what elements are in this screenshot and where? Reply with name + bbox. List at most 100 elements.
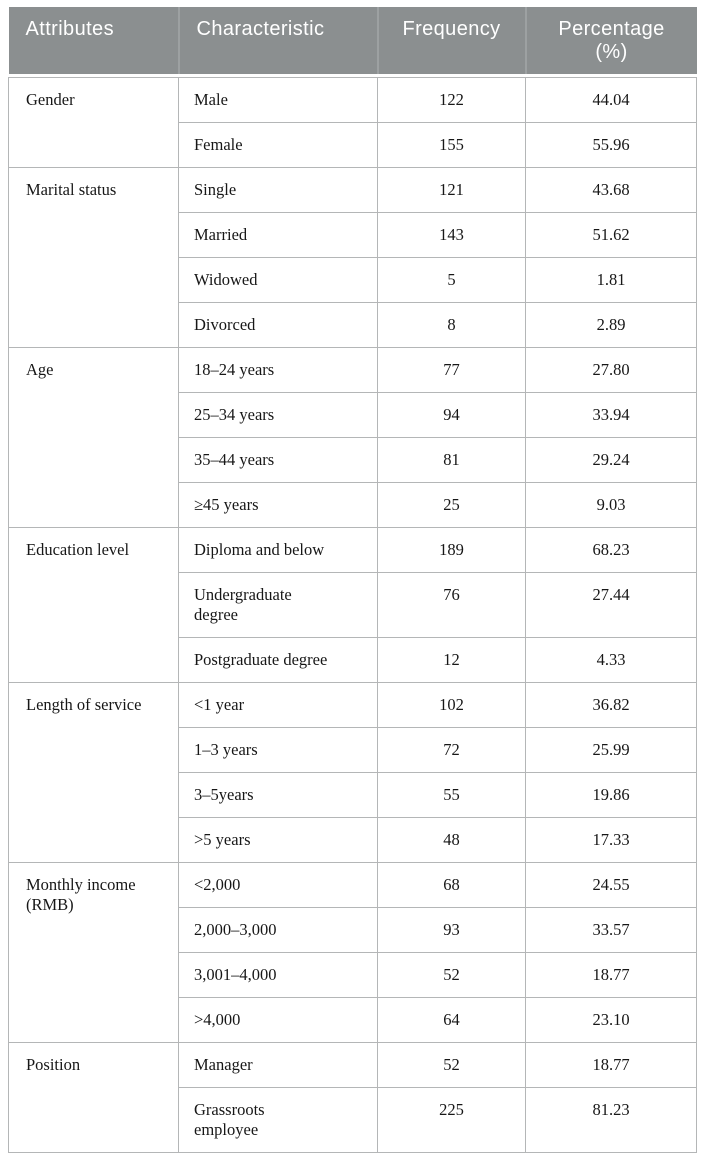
column-header-frequency: Frequency — [376, 7, 526, 74]
table-row: >4,000 64 23.10 — [9, 997, 697, 1043]
characteristic-cell: Manager — [178, 1042, 378, 1088]
frequency-cell: 68 — [377, 862, 526, 908]
percentage-cell: 4.33 — [525, 637, 697, 683]
frequency-cell: 77 — [377, 347, 526, 393]
table-row: Undergraduate degree 76 27.44 — [9, 572, 697, 638]
table-row: 2,000–3,000 93 33.57 — [9, 907, 697, 953]
characteristic-cell: Diploma and below — [178, 527, 378, 573]
frequency-cell: 93 — [377, 907, 526, 953]
percentage-cell: 51.62 — [525, 212, 697, 258]
table-row: Length of service <1 year 102 36.82 — [8, 682, 697, 863]
characteristic-cell: 3,001–4,000 — [178, 952, 378, 998]
frequency-cell: 121 — [377, 167, 526, 213]
frequency-cell: 8 — [377, 302, 526, 348]
table-row: Marital status Single 121 43.68 — [8, 167, 697, 348]
attribute-cell: Position — [8, 1042, 179, 1153]
header-gap-row — [8, 74, 697, 78]
attribute-cell: Length of service — [8, 682, 179, 863]
table-row: Female 155 55.96 — [9, 122, 697, 168]
table-body: Gender Male 122 44.04 Female 155 55.96 Marital … — [8, 77, 697, 1153]
characteristic-cell: 1–3 years — [178, 727, 378, 773]
frequency-cell: 52 — [377, 952, 526, 998]
table-row: >5 years 48 17.33 — [9, 817, 697, 863]
percentage-cell: 81.23 — [525, 1087, 697, 1153]
frequency-cell: 12 — [377, 637, 526, 683]
header-gap-cell — [8, 74, 697, 78]
percentage-cell: 18.77 — [525, 952, 697, 998]
attribute-cell: Monthly income (RMB) — [8, 862, 179, 1043]
table-row: 1–3 years 72 25.99 — [9, 727, 697, 773]
frequency-cell: 55 — [377, 772, 526, 818]
table-row: 35–44 years 81 29.24 — [9, 437, 697, 483]
percentage-cell: 2.89 — [525, 302, 697, 348]
percentage-cell: 27.80 — [525, 347, 697, 393]
characteristic-cell: >4,000 — [178, 997, 378, 1043]
percentage-cell: 68.23 — [525, 527, 697, 573]
table-row: Gender Male 122 44.04 — [8, 77, 697, 168]
column-header-characteristic: Characteristic — [177, 7, 378, 74]
frequency-cell: 52 — [377, 1042, 526, 1088]
table-row: Education level Diploma and below 189 68.23 — [8, 527, 697, 683]
attribute-cell: Gender — [8, 77, 179, 168]
frequency-cell: 48 — [377, 817, 526, 863]
characteristic-cell: <2,000 — [178, 862, 378, 908]
frequency-cell: 5 — [377, 257, 526, 303]
table-row: Widowed 5 1.81 — [9, 257, 697, 303]
characteristic-cell: <1 year — [178, 682, 378, 728]
column-header-attributes: Attributes — [8, 7, 179, 74]
percentage-cell: 36.82 — [525, 682, 697, 728]
percentage-cell: 43.68 — [525, 167, 697, 213]
characteristic-cell: ≥45 years — [178, 482, 378, 528]
percentage-cell: 19.86 — [525, 772, 697, 818]
table-header: Attributes Characteristic Frequency Perc… — [8, 7, 697, 74]
frequency-cell: 225 — [377, 1087, 526, 1153]
table-row: Postgraduate degree 12 4.33 — [9, 637, 697, 683]
table-row: Divorced 8 2.89 — [9, 302, 697, 348]
attribute-cell: Education level — [8, 527, 179, 683]
table-row: 25–34 years 94 33.94 — [9, 392, 697, 438]
frequency-cell: 122 — [377, 77, 526, 123]
frequency-cell: 25 — [377, 482, 526, 528]
frequency-cell: 81 — [377, 437, 526, 483]
percentage-cell: 24.55 — [525, 862, 697, 908]
percentage-cell: 55.96 — [525, 122, 697, 168]
percentage-cell: 9.03 — [525, 482, 697, 528]
percentage-cell: 27.44 — [525, 572, 697, 638]
table-row: Position Manager 52 18.77 — [8, 1042, 697, 1153]
column-header-percentage: Percentage (%) — [524, 7, 697, 74]
frequency-cell: 94 — [377, 392, 526, 438]
characteristic-cell: 25–34 years — [178, 392, 378, 438]
percentage-cell: 1.81 — [525, 257, 697, 303]
frequency-cell: 76 — [377, 572, 526, 638]
percentage-cell: 44.04 — [525, 77, 697, 123]
percentage-cell: 23.10 — [525, 997, 697, 1043]
percentage-cell: 29.24 — [525, 437, 697, 483]
characteristic-cell: Female — [178, 122, 378, 168]
characteristic-cell: Undergraduate degree — [178, 572, 378, 638]
characteristic-cell: Divorced — [178, 302, 378, 348]
percentage-cell: 18.77 — [525, 1042, 697, 1088]
table-row: 3,001–4,000 52 18.77 — [9, 952, 697, 998]
characteristic-cell: 3–5years — [178, 772, 378, 818]
characteristic-cell: Postgraduate degree — [178, 637, 378, 683]
frequency-cell: 102 — [377, 682, 526, 728]
frequency-cell: 143 — [377, 212, 526, 258]
table-row: Grassroots employee 225 81.23 — [9, 1087, 697, 1153]
frequency-cell: 72 — [377, 727, 526, 773]
attribute-cell: Age — [8, 347, 179, 528]
header-row: Attributes Characteristic Frequency Perc… — [8, 7, 697, 74]
characteristic-cell: Single — [178, 167, 378, 213]
table-row: Monthly income (RMB) <2,000 68 24.55 — [8, 862, 697, 1043]
characteristic-cell: Married — [178, 212, 378, 258]
table-row: Age 18–24 years 77 27.80 — [8, 347, 697, 528]
attribute-cell: Marital status — [8, 167, 179, 348]
percentage-cell: 25.99 — [525, 727, 697, 773]
demographics-table: Attributes Characteristic Frequency Perc… — [8, 7, 697, 1153]
percentage-cell: 17.33 — [525, 817, 697, 863]
characteristic-cell: 35–44 years — [178, 437, 378, 483]
characteristic-cell: 2,000–3,000 — [178, 907, 378, 953]
frequency-cell: 64 — [377, 997, 526, 1043]
characteristic-cell: Grassroots employee — [178, 1087, 378, 1153]
header-gap — [8, 74, 697, 78]
